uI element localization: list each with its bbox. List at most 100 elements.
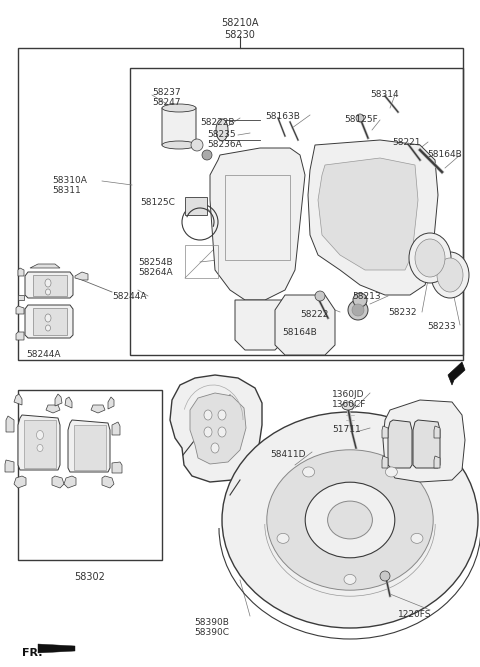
Polygon shape — [308, 140, 438, 295]
Ellipse shape — [36, 430, 44, 440]
Text: 1220FS: 1220FS — [398, 610, 432, 619]
Polygon shape — [235, 300, 285, 350]
Polygon shape — [210, 148, 305, 300]
Ellipse shape — [385, 467, 397, 477]
Polygon shape — [275, 295, 335, 355]
Text: 58411D: 58411D — [270, 450, 305, 459]
Polygon shape — [413, 420, 440, 468]
Polygon shape — [33, 275, 67, 296]
Ellipse shape — [37, 444, 43, 452]
Polygon shape — [14, 476, 26, 488]
Text: 58244A: 58244A — [26, 350, 60, 359]
Text: 58244A: 58244A — [112, 292, 146, 301]
Polygon shape — [18, 415, 60, 470]
Ellipse shape — [45, 279, 51, 287]
Polygon shape — [46, 405, 60, 413]
Text: 58233: 58233 — [427, 322, 456, 331]
Polygon shape — [112, 462, 122, 473]
Text: 58222B: 58222B — [200, 118, 235, 127]
Text: 58230: 58230 — [225, 30, 255, 40]
Polygon shape — [18, 268, 24, 276]
Polygon shape — [190, 393, 246, 464]
Polygon shape — [448, 362, 465, 385]
Bar — [130, 68, 463, 355]
Polygon shape — [16, 332, 24, 340]
Polygon shape — [30, 264, 60, 268]
Ellipse shape — [415, 239, 445, 277]
Polygon shape — [434, 456, 440, 468]
Polygon shape — [382, 456, 388, 468]
Text: 51711: 51711 — [332, 425, 361, 434]
Text: 58210A: 58210A — [221, 18, 259, 28]
Ellipse shape — [218, 410, 226, 420]
Circle shape — [353, 293, 367, 307]
Polygon shape — [38, 644, 75, 653]
Text: 58237: 58237 — [152, 88, 180, 97]
Circle shape — [315, 291, 325, 301]
Text: 58247: 58247 — [152, 98, 180, 107]
Ellipse shape — [211, 443, 219, 453]
Text: 58164B: 58164B — [427, 150, 462, 159]
Text: 58236A: 58236A — [207, 140, 242, 149]
Ellipse shape — [216, 119, 228, 141]
Ellipse shape — [277, 534, 289, 544]
Text: 58264A: 58264A — [138, 268, 173, 277]
Polygon shape — [16, 306, 24, 314]
Ellipse shape — [409, 233, 451, 283]
Polygon shape — [102, 476, 114, 488]
Polygon shape — [112, 422, 120, 435]
Circle shape — [348, 300, 368, 320]
Polygon shape — [25, 305, 73, 338]
Ellipse shape — [45, 314, 51, 322]
Polygon shape — [162, 105, 196, 148]
Polygon shape — [383, 400, 465, 482]
Text: 58254B: 58254B — [138, 258, 173, 267]
Polygon shape — [108, 397, 114, 409]
Polygon shape — [65, 397, 72, 408]
Polygon shape — [33, 308, 67, 335]
Ellipse shape — [305, 482, 395, 558]
Text: 58235: 58235 — [207, 130, 236, 139]
Text: 58311: 58311 — [52, 186, 81, 195]
Text: 58163B: 58163B — [265, 112, 300, 121]
Polygon shape — [74, 425, 106, 470]
Polygon shape — [382, 426, 388, 438]
Bar — [18, 390, 162, 560]
Circle shape — [352, 304, 364, 316]
Circle shape — [356, 114, 364, 122]
Polygon shape — [91, 405, 105, 413]
Ellipse shape — [204, 410, 212, 420]
Ellipse shape — [46, 289, 50, 295]
Text: 58390C: 58390C — [194, 628, 229, 637]
Circle shape — [202, 150, 212, 160]
Ellipse shape — [327, 501, 372, 539]
Circle shape — [380, 571, 390, 581]
Text: 58310A: 58310A — [52, 176, 87, 185]
Polygon shape — [6, 416, 14, 432]
Polygon shape — [388, 420, 412, 468]
Ellipse shape — [267, 450, 433, 590]
Polygon shape — [25, 272, 73, 298]
Text: 58125F: 58125F — [344, 115, 378, 124]
Text: 58314: 58314 — [370, 90, 398, 99]
Polygon shape — [55, 394, 62, 406]
Ellipse shape — [204, 427, 212, 437]
Polygon shape — [64, 476, 76, 488]
Text: 58302: 58302 — [74, 572, 106, 582]
Polygon shape — [24, 420, 56, 468]
Text: FR.: FR. — [22, 648, 43, 658]
Polygon shape — [318, 158, 418, 270]
Ellipse shape — [46, 325, 50, 331]
Polygon shape — [52, 476, 64, 488]
Text: 58221: 58221 — [392, 138, 420, 147]
Ellipse shape — [411, 534, 423, 544]
Text: 58232: 58232 — [388, 308, 417, 317]
Polygon shape — [14, 394, 22, 405]
Polygon shape — [170, 375, 262, 482]
Text: 58222: 58222 — [300, 310, 328, 319]
Text: 1360JD: 1360JD — [332, 390, 364, 399]
Ellipse shape — [302, 467, 314, 477]
Ellipse shape — [344, 574, 356, 584]
Polygon shape — [434, 426, 440, 438]
Ellipse shape — [431, 252, 469, 298]
